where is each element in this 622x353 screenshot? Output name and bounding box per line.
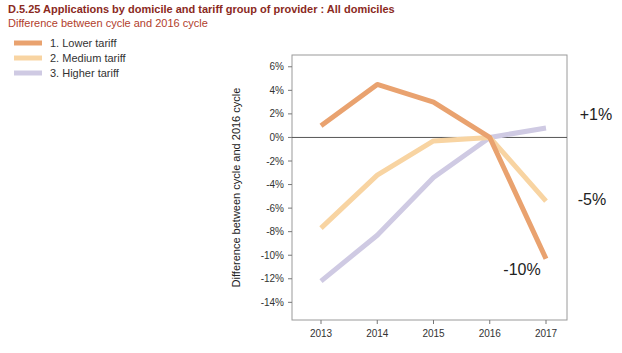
y-tick-label: 4% xyxy=(270,85,285,96)
legend-swatch xyxy=(14,71,42,76)
y-tick xyxy=(288,231,292,232)
series-line xyxy=(321,128,546,281)
legend-swatch xyxy=(14,56,42,61)
legend-label: 2. Medium tariff xyxy=(50,52,127,64)
chart: D.5.25 Applications by domicile and tari… xyxy=(0,0,622,353)
x-tick xyxy=(321,320,322,324)
x-tick xyxy=(433,320,434,324)
x-tick-label: 2017 xyxy=(535,328,558,339)
title: D.5.25 Applications by domicile and tari… xyxy=(8,3,395,15)
x-tick-label: 2013 xyxy=(310,328,333,339)
y-tick xyxy=(288,161,292,162)
y-tick xyxy=(288,278,292,279)
x-tick-label: 2016 xyxy=(479,328,502,339)
y-tick-label: -10% xyxy=(261,250,284,261)
y-tick-label: -14% xyxy=(261,297,284,308)
x-tick xyxy=(377,320,378,324)
legend: 1. Lower tariff 2. Medium tariff 3. Higher… xyxy=(14,37,127,79)
annotation: +1% xyxy=(580,106,612,123)
y-tick-label: -12% xyxy=(261,273,284,284)
y-tick xyxy=(288,90,292,91)
legend-label: 1. Lower tariff xyxy=(50,37,117,49)
zero-line xyxy=(292,137,567,138)
y-tick-label: -6% xyxy=(266,203,284,214)
x-tick-label: 2014 xyxy=(366,328,389,339)
x-tick xyxy=(489,320,490,324)
legend-swatch xyxy=(14,41,42,46)
y-tick-label: 2% xyxy=(270,108,285,119)
y-tick xyxy=(288,66,292,67)
y-tick-label: -2% xyxy=(266,156,284,167)
y-tick xyxy=(288,302,292,303)
x-tick-label: 2015 xyxy=(422,328,445,339)
annotation: -5% xyxy=(578,191,606,208)
y-tick-label: -4% xyxy=(266,179,284,190)
legend-label: 3. Higher tariff xyxy=(50,67,120,79)
y-tick xyxy=(288,255,292,256)
x-tick xyxy=(546,320,547,324)
y-axis-label: Difference between cycle and 2016 cycle xyxy=(230,88,242,288)
y-tick-label: -8% xyxy=(266,226,284,237)
annotation: -10% xyxy=(503,261,540,278)
y-tick-label: 0% xyxy=(270,132,285,143)
y-tick xyxy=(288,137,292,138)
y-tick-label: 6% xyxy=(270,61,285,72)
y-tick xyxy=(288,208,292,209)
series-line xyxy=(321,84,546,258)
series-group xyxy=(321,84,546,281)
plot-frame xyxy=(292,55,567,320)
y-tick xyxy=(288,113,292,114)
y-tick xyxy=(288,184,292,185)
subtitle: Difference between cycle and 2016 cycle xyxy=(8,17,208,29)
